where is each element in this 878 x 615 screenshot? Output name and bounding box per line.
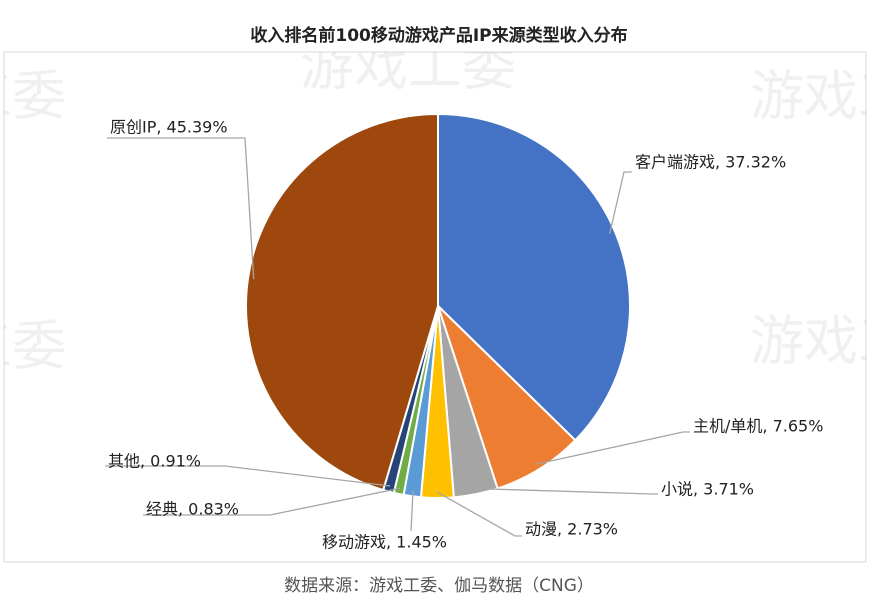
watermark: 游戏工委 <box>750 65 878 128</box>
data-label: 客户端游戏, 37.32% <box>635 153 786 172</box>
leader-line <box>410 490 414 532</box>
watermark: 游戏工委 <box>750 310 878 373</box>
leader-line <box>437 491 522 537</box>
data-label: 小说, 3.71% <box>661 480 754 499</box>
source-note: 数据来源：游戏工委、伽马数据（CNG） <box>284 576 594 596</box>
watermark: 游戏工委 <box>300 35 516 98</box>
leader-line <box>105 465 391 487</box>
watermark: 游戏工委 <box>0 315 66 378</box>
leader-line <box>143 487 401 516</box>
data-label: 主机/单机, 7.65% <box>693 417 823 436</box>
leader-line <box>536 431 690 465</box>
data-label: 经典, 0.83% <box>146 500 239 519</box>
data-label: 移动游戏, 1.45% <box>322 533 447 552</box>
pie-slice <box>437 112 631 442</box>
leader-line <box>474 487 658 495</box>
chart-title: 收入排名前100移动游戏产品IP来源类型收入分布 <box>250 25 627 46</box>
data-label: 原创IP, 45.39% <box>110 118 228 137</box>
data-label: 其他, 0.91% <box>108 452 201 471</box>
data-label: 动漫, 2.73% <box>525 520 618 539</box>
watermark: 游戏工委 <box>0 65 66 128</box>
pie-slice <box>245 112 439 492</box>
leader-line <box>609 171 632 234</box>
leader-line <box>107 137 255 280</box>
